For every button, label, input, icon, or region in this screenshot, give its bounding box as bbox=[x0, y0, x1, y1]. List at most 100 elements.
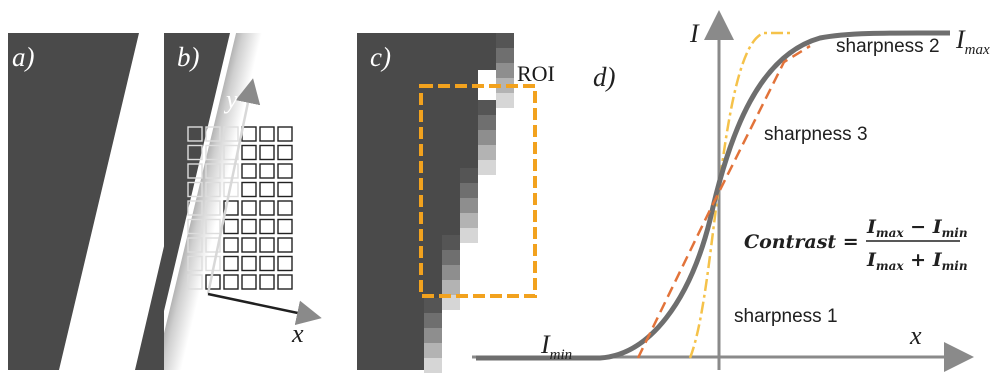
grid-pixel bbox=[277, 144, 293, 161]
grid-pixel bbox=[241, 255, 257, 272]
panel-label: c) bbox=[370, 42, 391, 72]
sharpness-3-curve bbox=[636, 44, 811, 359]
panel-label: a) bbox=[12, 42, 35, 72]
grid-pixel bbox=[241, 163, 257, 179]
panel-a: a) bbox=[8, 33, 139, 370]
grid-pixel bbox=[187, 181, 203, 198]
grid-pixel bbox=[277, 274, 293, 290]
sharpness-2-label: sharpness 2 bbox=[836, 36, 940, 57]
grid-pixel bbox=[205, 181, 221, 198]
intensity-axis-label: I bbox=[689, 19, 700, 48]
grid-pixel bbox=[277, 181, 293, 198]
roi-label: ROI bbox=[517, 61, 555, 86]
grid-pixel bbox=[241, 274, 257, 290]
edge-pixel bbox=[496, 63, 514, 78]
grid-pixel bbox=[187, 237, 203, 253]
edge-pixel bbox=[460, 183, 478, 198]
grid-pixel bbox=[259, 218, 275, 235]
grid-pixel bbox=[205, 163, 221, 179]
grid-pixel bbox=[223, 274, 239, 290]
edge-pixel bbox=[496, 33, 514, 48]
edge-pixel bbox=[478, 160, 496, 175]
sharpness-1-curve bbox=[688, 31, 790, 359]
formula-denominator: Imax + Imin bbox=[866, 249, 968, 273]
y-axis-label: y bbox=[223, 85, 238, 114]
grid-pixel bbox=[259, 255, 275, 272]
x-axis-arrow bbox=[207, 292, 322, 326]
edge-pixel bbox=[496, 78, 514, 93]
edge-pixel bbox=[460, 228, 478, 243]
i-max-label: Imax bbox=[955, 25, 990, 58]
grid-pixel bbox=[277, 218, 293, 235]
sharpness-2-curve bbox=[476, 30, 951, 361]
grid-pixel bbox=[259, 274, 275, 290]
dark-region bbox=[357, 33, 496, 370]
edge-pixel bbox=[496, 48, 514, 63]
grid-pixel bbox=[241, 237, 257, 253]
grid-pixel bbox=[277, 126, 293, 142]
pixel-grid bbox=[187, 126, 293, 290]
grid-pixel bbox=[187, 255, 203, 272]
grid-pixel bbox=[277, 255, 293, 272]
grid-pixel bbox=[223, 218, 239, 235]
grid-pixel bbox=[205, 144, 221, 161]
grid-pixel bbox=[187, 218, 203, 235]
grid-pixel bbox=[259, 181, 275, 198]
y-axis-arrow bbox=[206, 78, 261, 295]
sharpness-3-label: sharpness 3 bbox=[764, 124, 868, 145]
grid-pixel bbox=[187, 274, 203, 290]
grid-pixel bbox=[223, 255, 239, 272]
grid-pixel bbox=[277, 237, 293, 253]
grid-pixel bbox=[241, 181, 257, 198]
grid-pixel bbox=[223, 200, 239, 216]
grid-pixel bbox=[277, 163, 293, 179]
grid-pixel bbox=[259, 237, 275, 253]
grid-pixel bbox=[259, 163, 275, 179]
edge-pixel bbox=[424, 343, 442, 358]
panel-c: c) ROI bbox=[357, 33, 555, 373]
position-axis-label: x bbox=[909, 321, 922, 350]
roi-box bbox=[419, 84, 537, 298]
panel-d: d) I x Imax Imin sharpness 1 sharpness 2… bbox=[472, 10, 990, 372]
edge-pixel bbox=[460, 168, 478, 183]
edge-pixel bbox=[478, 130, 496, 145]
edge-pixel bbox=[478, 115, 496, 130]
blurred-edge-gradient bbox=[155, 33, 327, 370]
grid-pixel bbox=[187, 126, 203, 142]
panel-label: b) bbox=[177, 42, 200, 72]
i-min-label: Imin bbox=[540, 330, 572, 363]
grid-pixel bbox=[187, 144, 203, 161]
edge-pixel bbox=[442, 235, 460, 250]
edge-pixel bbox=[478, 145, 496, 160]
grid-pixel bbox=[223, 126, 239, 142]
edge-pixel bbox=[460, 198, 478, 213]
edge-pixel bbox=[424, 328, 442, 343]
edge-pixel bbox=[442, 295, 460, 310]
edge-pixel bbox=[442, 280, 460, 295]
grid-pixel bbox=[241, 218, 257, 235]
edge-pixel bbox=[424, 358, 442, 373]
grid-pixel bbox=[187, 200, 203, 216]
grid-pixel bbox=[241, 200, 257, 216]
grid-pixel bbox=[187, 163, 203, 179]
formula-lhs: Contrast = bbox=[744, 231, 859, 253]
edge-pixel bbox=[424, 298, 442, 313]
pixelated-edge bbox=[357, 33, 514, 373]
edge-pixel bbox=[442, 265, 460, 280]
edge-pixel bbox=[478, 100, 496, 115]
grid-pixel bbox=[205, 200, 221, 216]
formula-numerator: Imax − Imin bbox=[866, 216, 968, 240]
grid-pixel bbox=[277, 200, 293, 216]
x-axis-label: x bbox=[291, 319, 304, 348]
grid-pixel bbox=[259, 200, 275, 216]
edge-pixel bbox=[424, 313, 442, 328]
dark-edge-region bbox=[8, 33, 139, 370]
sharpness-1-label: sharpness 1 bbox=[734, 306, 838, 327]
grid-pixel bbox=[223, 237, 239, 253]
contrast-formula: Contrast = Imax − Imin Imax + Imin bbox=[744, 216, 968, 273]
edge-pixel bbox=[496, 93, 514, 108]
grid-pixel bbox=[205, 237, 221, 253]
panel-b: b) y x bbox=[135, 33, 327, 370]
grid-pixel bbox=[259, 126, 275, 142]
